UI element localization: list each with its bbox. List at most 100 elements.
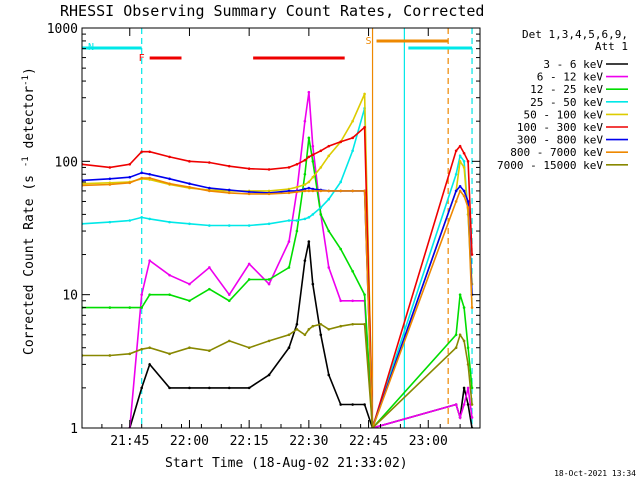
data-point — [267, 189, 271, 193]
data-point — [462, 189, 466, 193]
data-point — [458, 416, 462, 419]
data-point — [208, 224, 211, 227]
data-point — [303, 333, 307, 337]
series-line-3 — [82, 137, 473, 428]
y-tick-label: 100 — [55, 155, 78, 170]
data-point — [148, 259, 151, 262]
data-point — [108, 166, 112, 169]
data-point — [148, 172, 151, 176]
data-point — [311, 282, 315, 286]
data-point — [327, 197, 331, 201]
data-point — [188, 160, 191, 163]
data-point — [247, 386, 251, 390]
data-point — [470, 386, 474, 390]
data-point — [466, 206, 470, 209]
data-point — [295, 190, 299, 194]
data-point — [303, 172, 307, 176]
data-point — [462, 194, 466, 198]
data-point — [454, 346, 458, 350]
x-tick-label: 22:00 — [170, 434, 209, 449]
data-point — [311, 324, 315, 328]
data-point — [208, 349, 211, 352]
data-point — [363, 189, 366, 193]
data-point — [339, 247, 343, 251]
data-point — [227, 164, 231, 168]
y-tick-label: 10 — [62, 289, 78, 304]
data-point — [311, 144, 315, 148]
data-point — [227, 293, 231, 296]
data-point — [307, 327, 311, 331]
data-point — [295, 185, 299, 189]
data-point — [148, 176, 151, 180]
plot-area: F N S — [82, 28, 474, 428]
data-point — [327, 154, 331, 158]
data-point — [287, 166, 291, 169]
data-point — [168, 220, 171, 224]
data-point — [168, 177, 171, 181]
data-point — [466, 200, 470, 203]
data-point — [128, 175, 132, 179]
data-point — [208, 287, 211, 291]
data-point — [188, 282, 191, 286]
data-point — [188, 299, 191, 303]
data-point — [287, 240, 291, 243]
data-point — [351, 403, 354, 406]
data-point — [108, 183, 112, 186]
data-point — [466, 346, 470, 350]
data-point — [307, 240, 311, 243]
data-point — [188, 185, 191, 189]
data-point — [208, 386, 211, 390]
data-point — [311, 175, 315, 179]
data-point — [470, 416, 474, 419]
data-point — [319, 149, 323, 153]
data-point — [470, 253, 474, 256]
data-point — [462, 160, 466, 163]
data-point — [267, 373, 271, 377]
data-point — [454, 403, 458, 406]
data-point — [287, 189, 291, 193]
data-point — [454, 172, 458, 176]
data-point — [140, 176, 143, 180]
data-point — [303, 183, 307, 186]
data-point — [267, 282, 271, 286]
data-point — [327, 144, 331, 148]
legend-entry: 800 - 7000 keV — [510, 146, 603, 159]
data-point — [287, 266, 291, 269]
data-point — [470, 306, 474, 309]
data-point — [351, 119, 354, 123]
data-point — [247, 167, 251, 171]
data-point — [108, 354, 112, 357]
data-point — [307, 180, 311, 184]
data-point — [303, 119, 307, 123]
y-label-superscript: -1 — [21, 156, 31, 167]
data-point — [148, 217, 151, 221]
data-point — [462, 339, 466, 343]
data-point — [128, 306, 132, 309]
data-point — [295, 322, 299, 326]
data-point — [363, 92, 366, 96]
data-point — [267, 192, 271, 196]
chart-title: RHESSI Observing Summary Count Rates, Co… — [60, 2, 484, 20]
data-point — [295, 229, 299, 233]
data-point — [128, 163, 132, 166]
series-line-9 — [82, 323, 473, 428]
data-point — [247, 278, 251, 281]
data-point — [311, 213, 315, 216]
data-point — [287, 346, 291, 350]
data-point — [311, 187, 315, 191]
data-point — [339, 180, 343, 184]
footer-date: 18-Oct-2021 13:34 — [554, 469, 636, 478]
data-point — [140, 150, 143, 154]
data-point — [303, 187, 307, 191]
y-label-superscript: -1 — [21, 75, 31, 86]
data-point — [227, 191, 231, 195]
data-point — [208, 189, 211, 193]
data-point — [363, 322, 366, 326]
data-point — [311, 189, 315, 193]
data-point — [319, 189, 323, 193]
legend-entry: 3 - 6 keV — [543, 58, 603, 71]
legend-entry: 6 - 12 keV — [537, 71, 604, 84]
data-point — [188, 182, 191, 185]
data-point — [307, 90, 311, 94]
